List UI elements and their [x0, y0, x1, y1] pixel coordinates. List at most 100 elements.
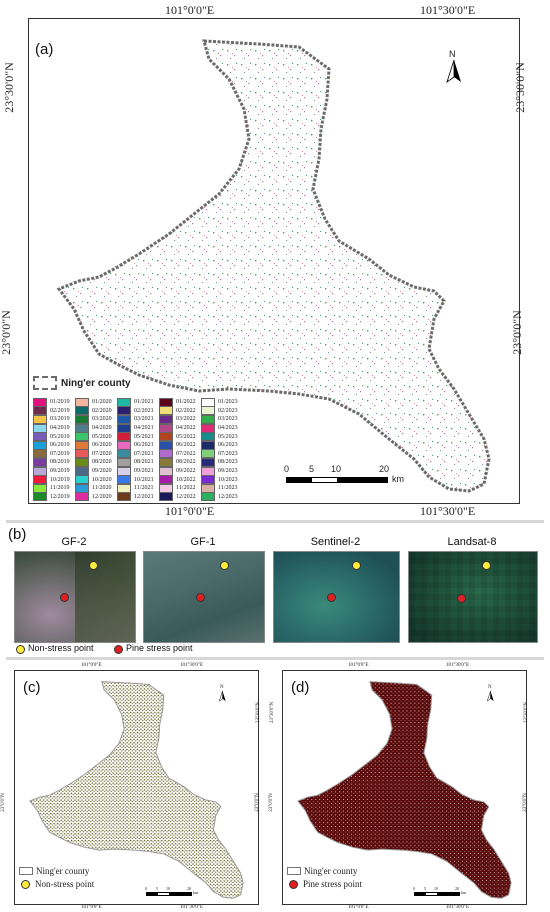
legend-label: 02/2020 — [92, 407, 112, 414]
legend-swatch — [33, 457, 47, 467]
scalebar-d: 0 5 10 20 km — [413, 886, 493, 900]
c-legend-county-swatch — [19, 867, 33, 875]
legend-item: 09/2022 — [159, 466, 201, 476]
legend-item: 04/2020 — [75, 423, 117, 433]
legend-label: 06/2019 — [50, 442, 70, 449]
d-scale-bar-graphic — [414, 892, 460, 896]
legend-item: 10/2019 — [33, 475, 75, 485]
legend-label: 12/2019 — [50, 493, 70, 500]
legend-label: 09/2019 — [50, 468, 70, 475]
legend-item: 05/2020 — [75, 432, 117, 442]
legend-label: 09/2020 — [92, 468, 112, 475]
legend-item: 10/2022 — [159, 475, 201, 485]
title-landsat8: Landsat-8 — [447, 536, 497, 548]
map-d-frame: (d) N Ning'er county Pine stress point 0… — [282, 670, 527, 905]
legend-swatch — [201, 492, 215, 502]
legend-swatch — [159, 414, 173, 424]
legend-swatch — [75, 466, 89, 476]
d-lon-bottom-right: 101°30'0"E — [446, 905, 469, 910]
legend-label: 12/2023 — [218, 493, 238, 500]
c-scale-bar-graphic — [146, 892, 192, 896]
legend-swatch — [117, 466, 131, 476]
legend-swatch — [159, 483, 173, 493]
legend-item: 06/2019 — [33, 440, 75, 450]
legend-swatch — [117, 440, 131, 450]
legend-item: 04/2021 — [117, 423, 159, 433]
d-scale-5: 5 — [424, 886, 426, 891]
legend-label: 02/2023 — [218, 407, 238, 414]
c-legend-county-label: Ning'er county — [36, 866, 90, 876]
ninger-county-boundary-a — [56, 39, 491, 493]
legend-item: 09/2019 — [33, 466, 75, 476]
legend-label: 11/2023 — [218, 485, 238, 492]
legend-swatch — [201, 423, 215, 433]
scale-10: 10 — [331, 464, 342, 474]
legend-label: 04/2023 — [218, 425, 238, 432]
lat-label-right-top: 23°30'0"N — [512, 62, 527, 113]
legend-label: 10/2023 — [218, 476, 238, 483]
legend-item: 11/2023 — [201, 483, 243, 493]
legend-swatch — [33, 483, 47, 493]
d-lat-left-bottom: 23°0'0"N — [268, 793, 274, 812]
lat-label-right-bottom: 23°0'0"N — [509, 310, 524, 355]
legend-swatch — [33, 414, 47, 424]
legend-swatch — [117, 423, 131, 433]
legend-pine-stress-icon — [114, 645, 123, 654]
legend-label: 10/2019 — [50, 476, 70, 483]
pine-stress-point-landsat8 — [457, 594, 466, 603]
c-lon-bottom-right: 101°30'0"E — [180, 905, 203, 910]
legend-item: 01/2022 — [159, 397, 201, 407]
legend-swatch — [201, 406, 215, 416]
legend-item: 06/2021 — [117, 440, 159, 450]
c-lat-right-bottom: 23°0'0"N — [254, 793, 260, 812]
legend-swatch — [33, 397, 47, 407]
c-lat-right-top: 23°30'0"N — [256, 701, 262, 724]
legend-label: 06/2023 — [218, 442, 238, 449]
north-arrow-icon — [446, 60, 461, 84]
legend-item: 06/2023 — [201, 440, 243, 450]
legend-swatch — [117, 414, 131, 424]
legend-label: 01/2022 — [176, 399, 196, 406]
legend-label: 07/2019 — [50, 450, 70, 457]
panel-letter-a: (a) — [35, 41, 54, 58]
county-legend-a: Ning'er county — [33, 376, 131, 390]
d-lon-top-right: 101°30'0"E — [446, 663, 469, 668]
legend-label: 01/2023 — [218, 399, 238, 406]
c-legend: Ning'er county Non-stress point — [19, 866, 94, 889]
legend-label: 05/2020 — [92, 433, 112, 440]
legend-swatch — [33, 406, 47, 416]
legend-item: 05/2019 — [33, 432, 75, 442]
legend-label: 11/2019 — [50, 485, 70, 492]
legend-swatch — [33, 475, 47, 485]
legend-item: 10/2023 — [201, 475, 243, 485]
legend-swatch — [159, 449, 173, 459]
legend-pine-stress-label: Pine stress point — [126, 643, 193, 653]
legend-swatch — [117, 397, 131, 407]
north-label-a: N — [449, 49, 456, 59]
legend-label: 04/2020 — [92, 425, 112, 432]
c-scale-20: 20 — [187, 886, 191, 891]
title-gf2: GF-2 — [61, 536, 87, 548]
legend-label: 03/2019 — [50, 416, 70, 423]
legend-swatch — [159, 432, 173, 442]
map-d-svg — [297, 681, 512, 899]
scalebar-c: 0 5 10 20 km — [145, 886, 225, 900]
north-label-d: N — [488, 685, 492, 690]
legend-swatch — [75, 483, 89, 493]
image-gf2 — [14, 551, 136, 643]
legend-item: 09/2023 — [201, 466, 243, 476]
d-lon-bottom-left: 101°0'0"E — [348, 905, 369, 910]
map-a-frame: (a) N Ning'er county 01/2019 01/2020 01/20… — [28, 18, 520, 504]
legend-swatch — [117, 432, 131, 442]
divider-1 — [6, 520, 544, 523]
legend-label: 02/2019 — [50, 407, 70, 414]
county-legend-swatch — [33, 376, 57, 390]
legend-label: 06/2022 — [176, 442, 196, 449]
north-arrow-icon — [218, 691, 226, 702]
legend-swatch — [75, 457, 89, 467]
legend-label: 08/2023 — [218, 459, 238, 466]
legend-swatch — [117, 492, 131, 502]
legend-swatch — [75, 397, 89, 407]
c-lat-left-bottom: 23°0'0"N — [0, 793, 6, 812]
panel-letter-c: (c) — [23, 679, 41, 696]
